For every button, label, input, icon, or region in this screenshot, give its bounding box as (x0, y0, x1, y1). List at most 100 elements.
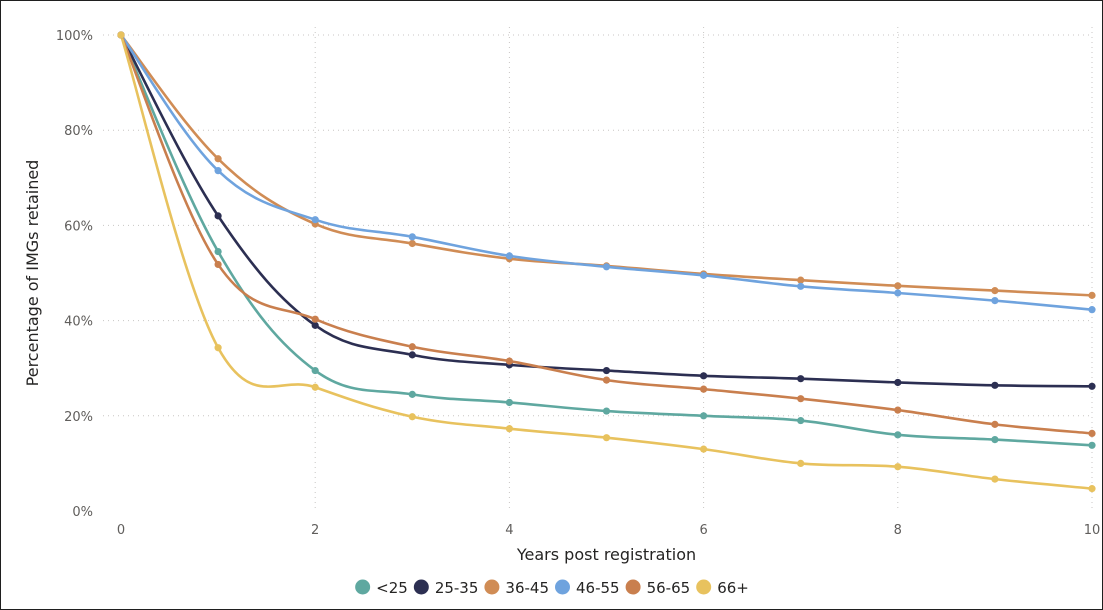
x-tick-label: 2 (311, 523, 319, 538)
legend-label: 36-45 (505, 579, 549, 597)
series-1-point[interactable] (1088, 441, 1096, 449)
series-4-line (119, 33, 1094, 311)
series-3-point[interactable] (1088, 291, 1096, 299)
series-1-point[interactable] (311, 366, 319, 375)
legend-label: 56-65 (647, 579, 691, 597)
y-tick-label: 0% (72, 505, 93, 520)
series-5-point[interactable] (408, 343, 416, 351)
series-3-point[interactable] (894, 282, 902, 290)
legend-item[interactable]: 36-45 (484, 579, 549, 597)
series-4-point[interactable] (991, 297, 999, 305)
legend-label: 66+ (717, 579, 749, 597)
series-2-line (119, 33, 1094, 388)
y-tick-label: 60% (64, 219, 93, 234)
series-1-point[interactable] (602, 407, 611, 415)
series-4-point[interactable] (505, 252, 513, 260)
series-4-point[interactable] (1088, 306, 1096, 314)
series-6-point[interactable] (214, 344, 222, 352)
series-4-point[interactable] (214, 167, 222, 175)
series-2-point[interactable] (991, 381, 999, 389)
series-5-point[interactable] (311, 315, 319, 323)
series-3-line (119, 33, 1094, 297)
legend-marker (555, 579, 570, 595)
x-tick-label: 10 (1084, 523, 1101, 538)
series-5-point[interactable] (894, 406, 902, 414)
x-tick-label: 8 (894, 523, 902, 538)
series-3-point[interactable] (408, 239, 416, 248)
legend-item[interactable]: <25 (355, 579, 408, 597)
series-6-point[interactable] (894, 463, 902, 471)
series-6-point[interactable] (1088, 485, 1096, 493)
legend-label: <25 (376, 579, 408, 597)
series-4-point[interactable] (408, 233, 416, 241)
series-6-point[interactable] (311, 383, 319, 391)
series-5-point[interactable] (602, 376, 611, 384)
series-3-point[interactable] (991, 287, 999, 295)
series-1-point[interactable] (797, 416, 805, 425)
series-1-line (119, 33, 1094, 447)
series-1-point[interactable] (505, 398, 513, 407)
y-tick-label: 40% (64, 315, 93, 330)
legend-item[interactable]: 66+ (696, 579, 749, 597)
series-1-point[interactable] (894, 431, 902, 439)
y-tick-label: 80% (64, 124, 93, 139)
legend-label: 46-55 (576, 579, 620, 597)
series-4-point[interactable] (797, 282, 805, 290)
series-lines (119, 33, 1094, 490)
series-6-point[interactable] (117, 31, 125, 39)
legend-item[interactable]: 56-65 (625, 579, 691, 597)
x-tick-label: 0 (117, 523, 125, 538)
series-points (117, 31, 1096, 493)
legend-marker (484, 579, 500, 595)
legend-marker (625, 579, 641, 595)
legend-item[interactable]: 46-55 (555, 579, 620, 597)
series-4-point[interactable] (700, 271, 708, 279)
series-1-point[interactable] (991, 436, 999, 444)
legend-label: 25-35 (435, 579, 479, 597)
series-6-line (119, 33, 1094, 490)
x-axis-ticks: 0 2 4 6 8 10 (117, 523, 1100, 538)
series-5-point[interactable] (505, 357, 513, 365)
series-4-point[interactable] (602, 263, 611, 271)
series-2-point[interactable] (797, 375, 805, 383)
legend-marker (355, 579, 371, 595)
series-2-point[interactable] (408, 351, 416, 359)
series-4-point[interactable] (894, 289, 902, 297)
series-5-point[interactable] (1088, 429, 1096, 438)
legend-marker (413, 579, 429, 595)
series-6-point[interactable] (700, 445, 708, 453)
y-tick-label: 20% (64, 410, 93, 425)
series-2-point[interactable] (1088, 382, 1096, 390)
series-2-point[interactable] (700, 372, 708, 380)
grid (103, 27, 1093, 511)
series-3-point[interactable] (797, 276, 805, 284)
series-6-point[interactable] (602, 434, 611, 442)
x-tick-label: 4 (505, 523, 513, 538)
series-2-point[interactable] (214, 212, 222, 220)
series-6-point[interactable] (991, 475, 999, 483)
x-tick-label: 6 (699, 523, 707, 538)
series-2-point[interactable] (894, 378, 902, 387)
series-5-point[interactable] (797, 395, 805, 403)
legend-item[interactable]: 25-35 (413, 579, 479, 597)
series-1-point[interactable] (700, 412, 708, 420)
series-3-point[interactable] (214, 155, 222, 163)
series-6-point[interactable] (408, 413, 416, 421)
series-4-point[interactable] (311, 216, 319, 224)
series-5-point[interactable] (700, 385, 708, 393)
series-1-point[interactable] (408, 390, 416, 398)
series-6-point[interactable] (505, 425, 513, 433)
y-axis-title: Percentage of IMGs retained (23, 160, 42, 387)
series-1-point[interactable] (214, 247, 222, 256)
series-5-line (119, 33, 1094, 435)
x-axis-title: Years post registration (516, 545, 696, 564)
y-axis-ticks: 0% 20% 40% 60% 80% 100% (56, 29, 93, 520)
series-5-point[interactable] (214, 260, 222, 269)
series-5-point[interactable] (991, 420, 999, 428)
legend-marker (696, 579, 712, 595)
series-2-point[interactable] (311, 321, 319, 329)
series-2-point[interactable] (602, 366, 611, 375)
series-6-point[interactable] (797, 459, 805, 467)
